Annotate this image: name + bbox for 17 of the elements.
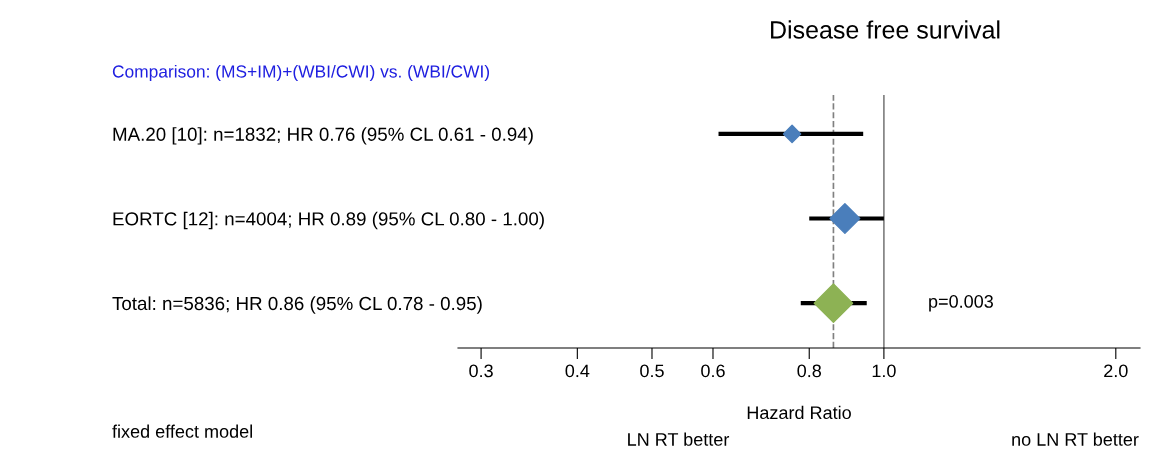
y-tick-label: MA.20 [10]: n=1832; HR 0.76 (95% CL 0.61 - 0.94): [113, 127, 533, 145]
y-tick-label: Total: n=5836; HR 0.86 (95% CL 0.78 - 0.95): [112, 296, 482, 314]
x-tick-label: 0.3: [469, 364, 493, 378]
annotation: p=0.003: [929, 295, 993, 312]
y-tick-label: EORTC [12]: n=4004; HR 0.89 (95% CL 0.80 - 1.00): [113, 211, 544, 230]
chart-title: Disease free survival: [771, 20, 1000, 39]
x-axis-title: Hazard Ratio: [747, 405, 851, 420]
text: LN RT better: [628, 432, 730, 446]
text: fixed effect model: [112, 424, 252, 438]
x-tick-label: 2.0: [1104, 364, 1128, 378]
x-tick-label: 0.8: [797, 364, 822, 378]
x-tick-label: 0.6: [701, 364, 725, 378]
text: Comparison: (MS+IM)+(WBI/CWI) vs. (WBI/CWI): [112, 64, 490, 82]
text: no LN RT better: [1012, 432, 1139, 446]
x-tick-label: 1.0: [872, 364, 896, 378]
x-tick-label: 0.5: [640, 364, 664, 378]
x-tick-label: 0.4: [565, 364, 590, 378]
